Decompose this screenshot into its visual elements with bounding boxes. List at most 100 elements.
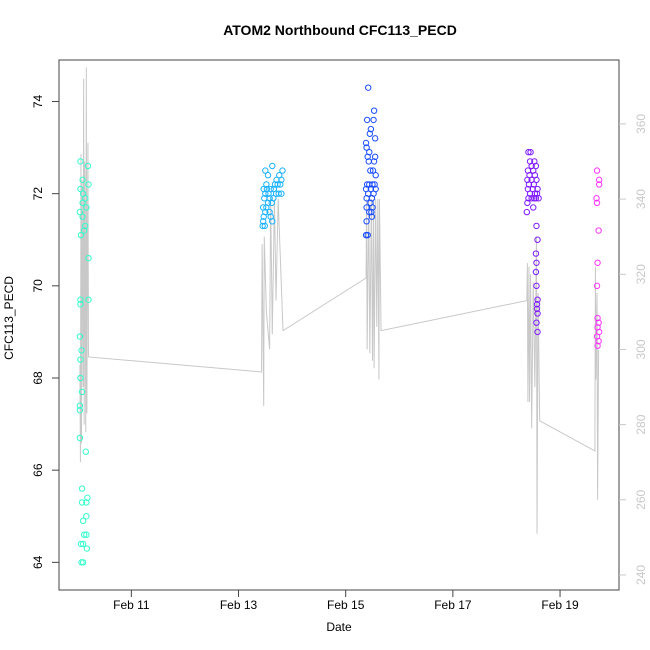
data-point	[534, 296, 541, 303]
data-point	[83, 513, 90, 520]
data-point	[594, 259, 601, 266]
data-point	[266, 208, 273, 216]
data-point	[83, 545, 91, 552]
data-point	[595, 227, 602, 234]
data-point	[532, 268, 540, 276]
data-point	[594, 342, 601, 349]
data-point	[77, 356, 84, 363]
data-point	[533, 176, 540, 184]
y2-tick-label: 340	[634, 189, 648, 209]
data-point	[368, 213, 376, 220]
data-point	[363, 116, 371, 124]
data-point	[80, 227, 88, 234]
data-point	[367, 185, 375, 193]
data-point	[78, 485, 86, 492]
data-point	[269, 162, 276, 170]
data-point	[366, 130, 374, 137]
y2-tick-label: 320	[634, 264, 648, 284]
secondary-line-layer	[79, 67, 600, 534]
data-point	[79, 213, 86, 220]
data-point	[532, 250, 540, 257]
data-point	[525, 181, 533, 188]
data-point	[77, 301, 84, 308]
y2-tick-label: 280	[634, 414, 648, 434]
data-point	[369, 204, 376, 211]
data-point	[533, 190, 541, 197]
data-point	[371, 181, 378, 188]
data-point	[367, 167, 374, 174]
data-point	[77, 296, 84, 303]
data-point	[533, 282, 540, 290]
data-point	[83, 499, 90, 506]
data-point	[527, 148, 534, 156]
data-point	[533, 301, 541, 308]
data-point	[530, 181, 537, 188]
data-point	[76, 407, 84, 414]
data-point	[84, 494, 91, 502]
data-point	[534, 310, 541, 317]
y-tick-label: 64	[31, 555, 45, 569]
data-point	[368, 208, 375, 216]
data-point	[79, 176, 86, 184]
data-point	[85, 181, 92, 188]
data-point	[264, 172, 272, 179]
data-point	[270, 195, 277, 202]
data-point	[79, 559, 87, 566]
plot-frame	[58, 59, 620, 591]
data-point	[372, 172, 379, 179]
data-point	[369, 167, 377, 174]
data-point	[533, 319, 540, 326]
axes-layer: Feb 11 Feb 13 Feb 15 Feb 17 Feb 19 64 66 68 70 72…	[31, 94, 648, 612]
x-tick-label: Feb 15	[327, 598, 365, 612]
data-point	[278, 176, 285, 184]
y-tick-label: 74	[31, 94, 45, 108]
data-point	[267, 213, 274, 220]
data-point	[594, 314, 601, 322]
y-tick-label: 72	[31, 187, 45, 201]
data-point	[363, 218, 370, 225]
data-point	[274, 181, 281, 188]
data-point	[371, 153, 379, 160]
data-point	[525, 148, 532, 156]
data-point	[533, 305, 541, 313]
data-point	[371, 135, 379, 142]
data-point	[362, 231, 370, 239]
data-point	[79, 540, 87, 548]
data-point	[523, 208, 531, 216]
data-point	[78, 388, 86, 396]
data-point	[82, 195, 89, 202]
data-point	[85, 296, 92, 303]
x-axis-label: Date	[326, 620, 352, 634]
data-point	[363, 144, 370, 151]
data-point	[83, 531, 90, 538]
data-point	[595, 319, 602, 326]
data-point	[593, 199, 601, 207]
data-point	[370, 107, 378, 114]
data-point	[528, 195, 535, 202]
y-axis-label: CFC113_PECD	[2, 276, 16, 360]
data-point	[593, 195, 600, 202]
points-layer	[76, 84, 603, 566]
data-point	[78, 347, 85, 354]
data-point	[362, 139, 370, 147]
data-point	[76, 402, 84, 409]
data-point	[80, 531, 88, 538]
data-point	[534, 236, 541, 243]
y2-tick-label: 360	[634, 114, 648, 134]
data-point	[593, 282, 601, 290]
data-point	[262, 167, 269, 174]
data-point	[372, 185, 379, 193]
data-point	[364, 153, 371, 160]
data-point	[85, 254, 92, 262]
x-tick-label: Feb 13	[220, 598, 258, 612]
data-point	[595, 181, 603, 188]
data-point	[267, 185, 274, 193]
data-point	[84, 162, 92, 170]
data-point	[82, 448, 89, 455]
data-point	[82, 222, 89, 230]
data-point	[530, 204, 537, 211]
data-point	[266, 195, 273, 202]
data-point	[595, 176, 603, 184]
chart-title: ATOM2 Northbound CFC113_PECD	[223, 22, 457, 38]
